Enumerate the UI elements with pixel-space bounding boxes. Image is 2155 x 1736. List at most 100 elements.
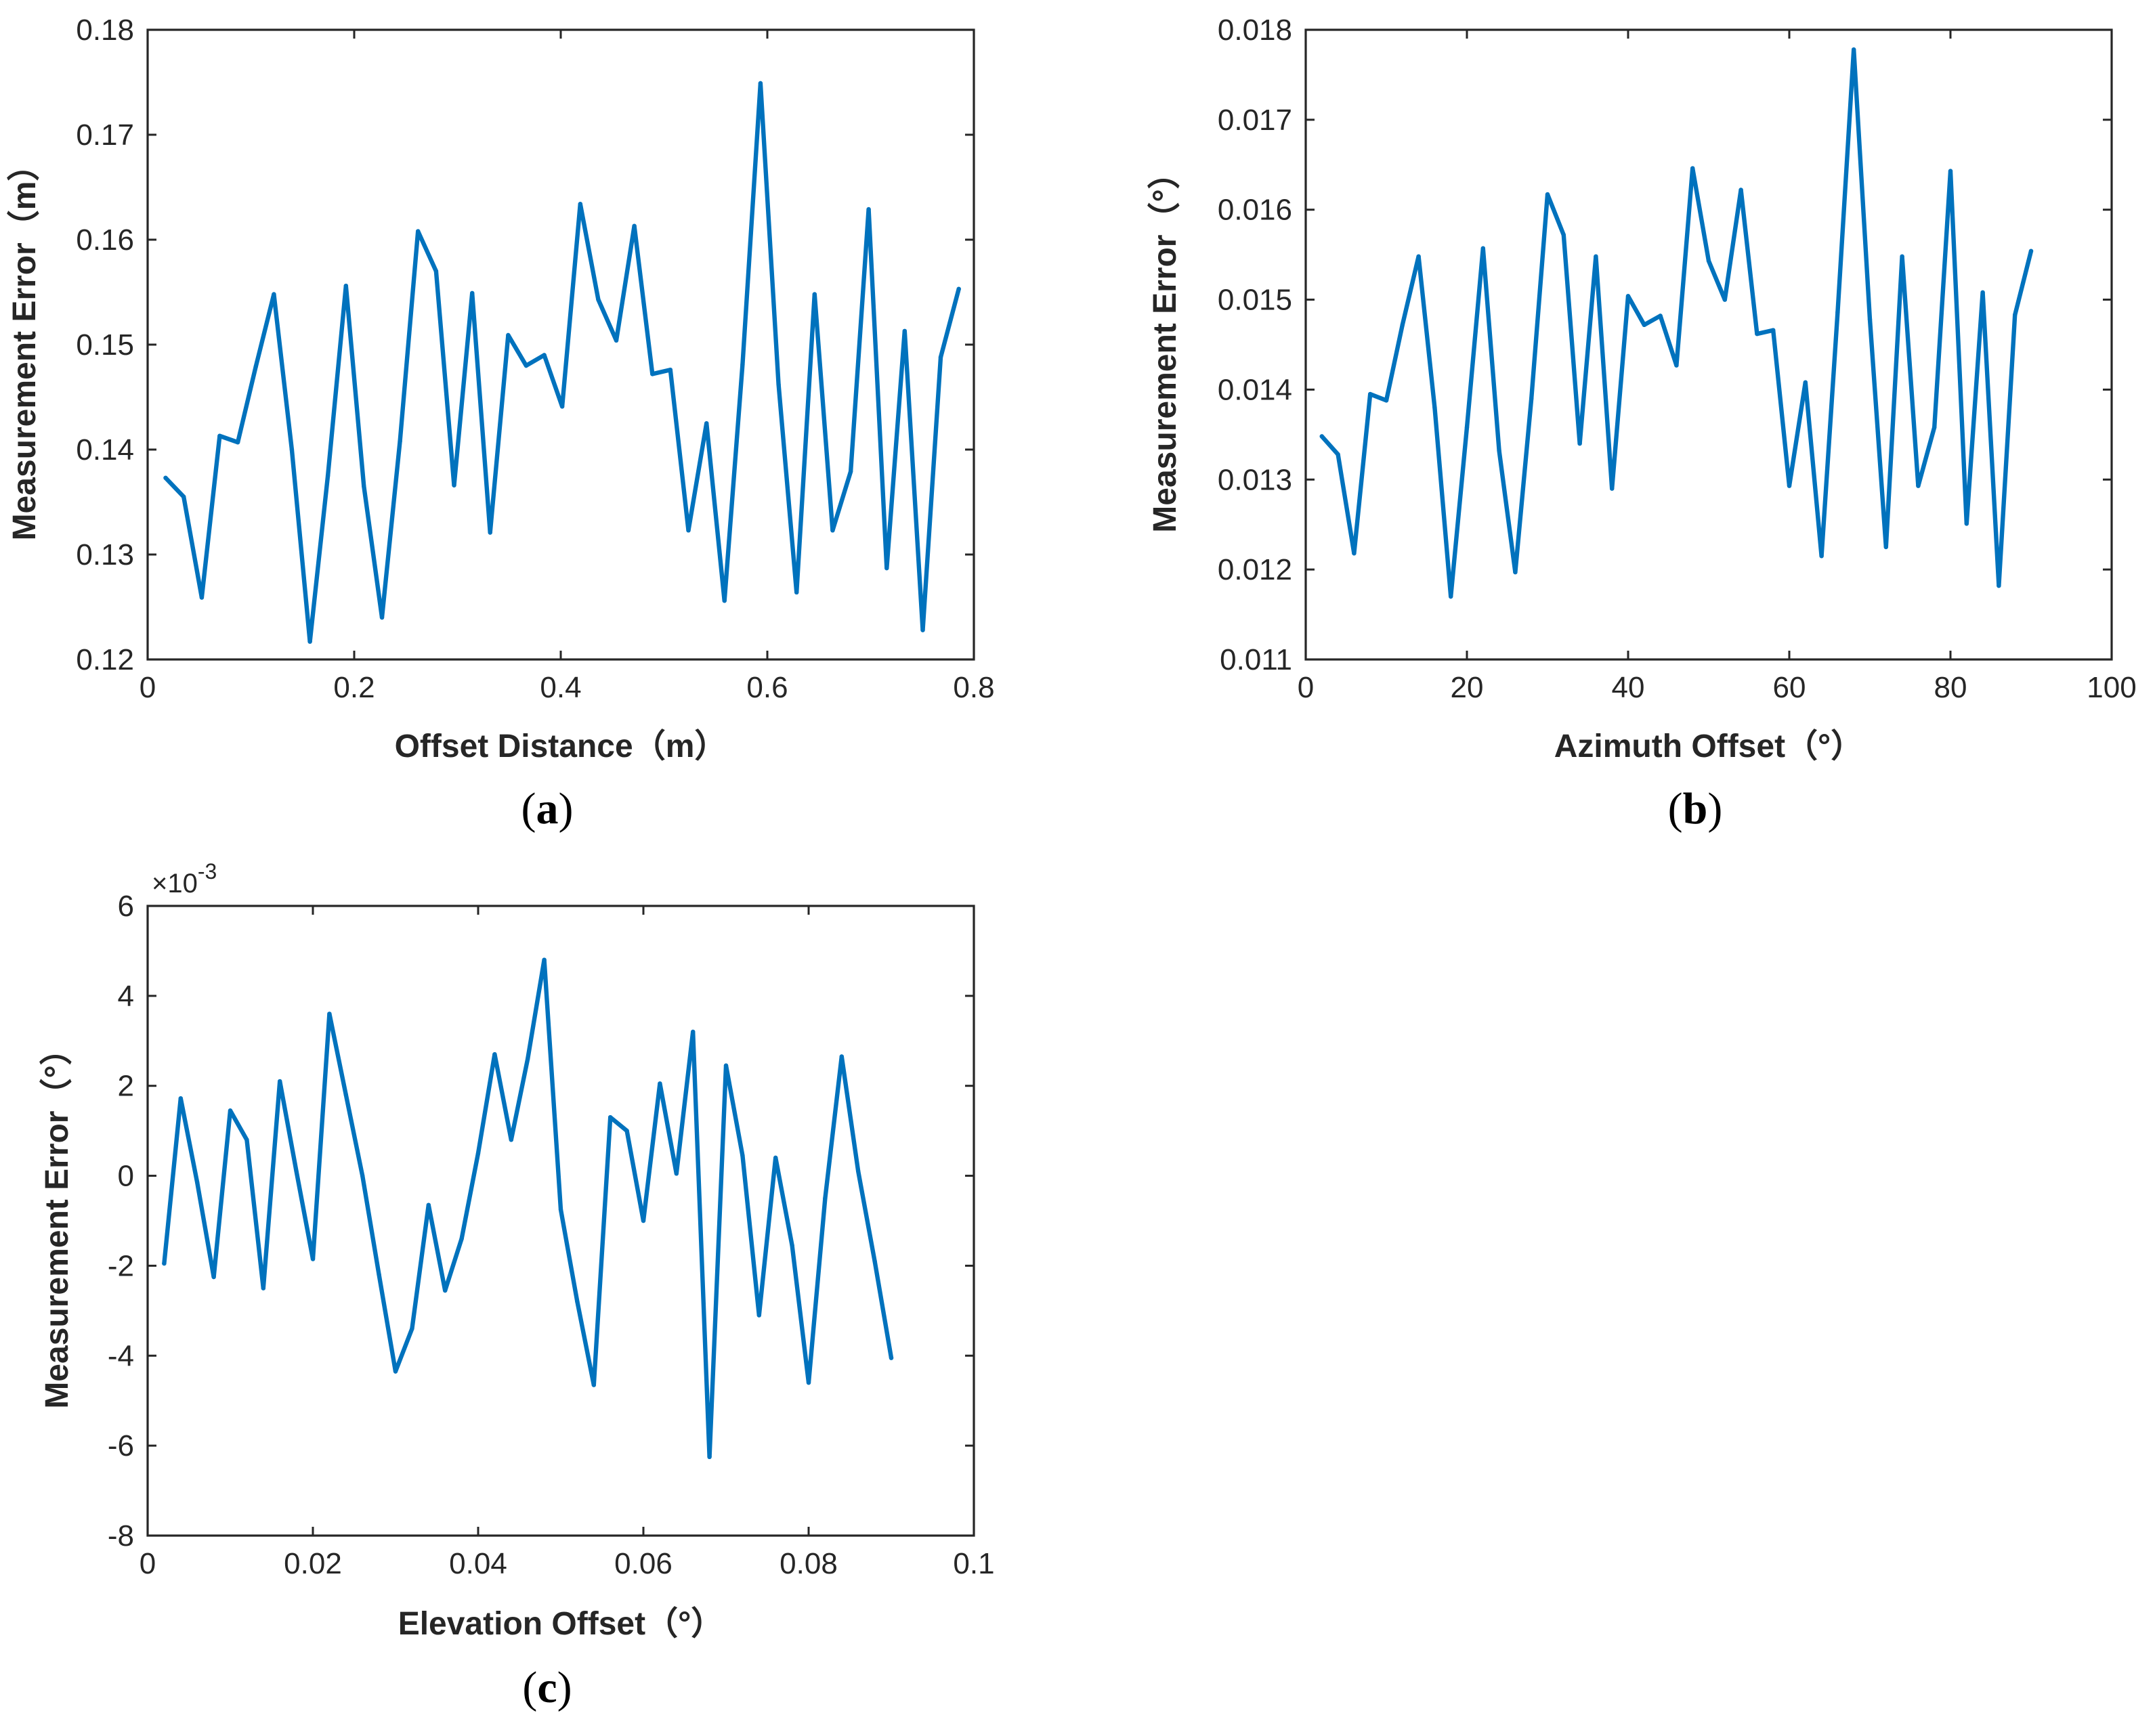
y-tick-label: 0.13: [76, 538, 134, 571]
data-point: [253, 364, 258, 369]
data-point: [1449, 594, 1453, 599]
data-point: [1867, 317, 1873, 322]
data-point: [1722, 297, 1727, 302]
data-point: [1738, 188, 1743, 192]
x-tick-label: 60: [1773, 671, 1806, 704]
y-axis-label: Measurement Error（m）: [7, 149, 43, 541]
data-point: [1416, 254, 1421, 259]
data-point: [1352, 551, 1357, 556]
data-point: [1932, 425, 1937, 430]
panel-label: (c): [522, 1663, 572, 1712]
data-point: [199, 595, 205, 600]
data-point: [856, 1169, 861, 1174]
y-tick-label: 0.12: [76, 643, 134, 676]
data-point: [1900, 254, 1904, 259]
series-line: [162, 957, 894, 1460]
data-point: [542, 957, 547, 962]
x-tick-label: 0.4: [540, 671, 581, 704]
x-tick-label: 0: [140, 1547, 156, 1580]
data-point: [1706, 259, 1711, 263]
series-line: [163, 81, 961, 644]
panel-label-open-paren: (: [521, 784, 536, 833]
data-point: [261, 1286, 265, 1290]
data-point: [1916, 483, 1921, 488]
y-tick-label: 0.18: [76, 14, 134, 47]
data-point: [1610, 486, 1615, 491]
data-point: [343, 284, 348, 288]
y-tick-label: 0.018: [1218, 14, 1292, 47]
data-point: [1819, 554, 1824, 559]
y-tick-label: 0.16: [76, 223, 134, 257]
y-axis-label: Measurement Error（°）: [1147, 156, 1183, 532]
y-tick-label: 0.011: [1220, 643, 1292, 676]
data-point: [740, 1153, 745, 1158]
data-point: [632, 223, 637, 228]
data-point: [509, 1137, 513, 1142]
data-point: [691, 1029, 696, 1035]
data-point: [559, 404, 565, 409]
data-point: [426, 1202, 431, 1208]
data-point: [830, 528, 835, 533]
data-point: [416, 229, 421, 234]
x-tick-label: 0: [140, 671, 156, 704]
chart-panel-b: 0 20 40 60 80 100 0.011 0.012 0.013 0.014 0.015 0.0…: [1147, 14, 2137, 833]
x-tick-label: 0.2: [333, 671, 375, 704]
data-point: [1432, 405, 1437, 410]
data-point: [1625, 294, 1631, 299]
data-point: [839, 1054, 845, 1059]
data-point: [591, 1383, 596, 1387]
data-point: [162, 1261, 167, 1266]
data-point: [2013, 313, 2018, 318]
data-point: [866, 207, 871, 212]
y-tick-label: 0.017: [1218, 104, 1292, 137]
data-point: [310, 1257, 316, 1261]
data-point: [1980, 290, 1985, 295]
data-point: [470, 290, 475, 296]
y-tick-label: 0.17: [76, 118, 134, 152]
data-point: [228, 1108, 233, 1113]
data-point: [758, 81, 763, 86]
data-point: [1368, 391, 1373, 397]
data-point: [379, 615, 385, 620]
data-point: [1883, 544, 1888, 550]
panel-label-close-paren: ): [1707, 784, 1722, 833]
data-point: [475, 1151, 481, 1156]
plot-area-frame: [1304, 28, 2113, 661]
data-point: [195, 1180, 200, 1185]
data-point: [884, 565, 889, 571]
data-point: [452, 483, 456, 487]
y-tick-label: -4: [108, 1339, 134, 1372]
data-point: [674, 1171, 679, 1176]
panel-label-open-paren: (: [1668, 784, 1683, 833]
data-point: [327, 1012, 332, 1016]
data-point: [1319, 434, 1325, 439]
data-point: [920, 628, 925, 632]
data-point: [289, 447, 295, 452]
data-point: [578, 202, 582, 207]
data-point: [410, 1326, 414, 1331]
panel-label-letter: b: [1683, 784, 1708, 833]
data-point: [211, 1274, 216, 1280]
x-tick-label: 0.06: [614, 1547, 673, 1580]
data-point: [1948, 169, 1953, 173]
chart-panel-a: 0 0.2 0.4 0.6 0.8 0.12 0.13 0.14 0.15 0.16 0.17 0.1…: [7, 14, 995, 833]
panel-label: (b): [1668, 784, 1723, 833]
data-point: [506, 332, 511, 338]
data-point: [614, 338, 619, 343]
data-point: [1577, 441, 1582, 446]
data-point: [806, 1380, 811, 1385]
x-tick-label: 80: [1934, 671, 1967, 704]
data-point: [443, 1288, 448, 1293]
x-tick-label: 0.1: [953, 1547, 994, 1580]
data-point: [756, 1313, 762, 1318]
y-tick-label: -2: [108, 1249, 134, 1282]
y-tick-label: 0.014: [1218, 373, 1292, 406]
y-tick-label: -6: [108, 1429, 134, 1462]
data-point: [776, 382, 781, 387]
data-point: [163, 475, 168, 480]
data-point: [526, 1056, 530, 1062]
x-tick-label: 40: [1612, 671, 1645, 704]
x-tick-label: 0.8: [953, 671, 994, 704]
data-point: [872, 1259, 877, 1264]
